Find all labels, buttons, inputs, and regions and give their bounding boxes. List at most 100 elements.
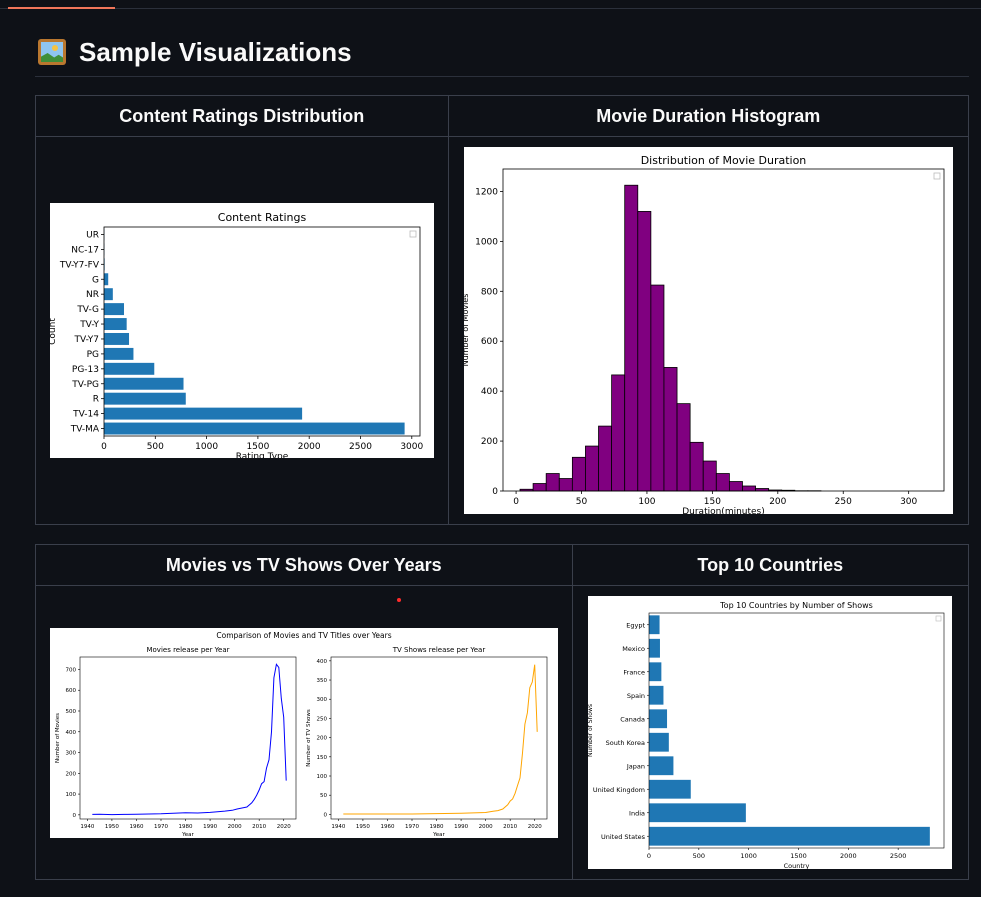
bar (104, 422, 405, 435)
viz-table-2: Movies vs TV Shows Over Years Top 10 Cou… (35, 544, 970, 880)
bar (104, 377, 184, 390)
y-tick-label: 350 (317, 678, 328, 684)
bar (648, 826, 930, 846)
x-tick-label: 2000 (479, 824, 493, 830)
chart-title: Distribution of Movie Duration (640, 154, 806, 167)
y-tick-label: 600 (66, 688, 77, 694)
y-axis-label: Number of Shows (588, 704, 594, 757)
duration-chart: Distribution of Movie Duration 0 50 100 150 2… (463, 147, 953, 514)
movies-vs-tv-cell: Comparison of Movies and TV Titles over … (35, 585, 573, 880)
x-tick-label: 1990 (203, 824, 217, 830)
x-tick-label: 1000 (740, 852, 757, 860)
y-tick-label: 200 (317, 735, 328, 741)
x-tick-label: 1950 (105, 824, 119, 830)
bar (648, 756, 673, 776)
bar (104, 318, 127, 331)
histogram-bar (728, 481, 743, 492)
histogram-bar (584, 445, 599, 492)
chart-title: Top 10 Countries by Number of Shows (719, 601, 873, 610)
panel-title: Movies release per Year (146, 646, 229, 654)
panel-title: TV Shows release per Year (392, 646, 486, 654)
y-tick-label: India (629, 809, 645, 817)
y-tick-label: 300 (317, 697, 328, 703)
y-tick-label: TV-MA (70, 425, 100, 435)
x-tick-label: 150 (703, 497, 720, 507)
y-tick-label: Spain (626, 692, 644, 700)
plot-frame (103, 226, 421, 437)
top-divider (0, 8, 981, 9)
x-tick-label: 2000 (840, 852, 857, 860)
x-tick-label: 2010 (252, 824, 266, 830)
histogram-bar (663, 367, 677, 492)
x-tick-label: 0 (513, 497, 519, 507)
y-tick-label: France (623, 668, 645, 676)
y-tick-label: Egypt (626, 621, 645, 629)
y-tick-label: 1200 (475, 187, 498, 197)
y-tick-label: 50 (320, 793, 327, 799)
histogram-bar (532, 483, 547, 492)
x-tick-label: 300 (900, 497, 917, 507)
histogram-bar (597, 425, 612, 492)
y-tick-label: NR (86, 290, 99, 300)
active-tab-indicator (8, 7, 115, 9)
x-tick-label: 1980 (179, 824, 193, 830)
y-tick-label: 100 (66, 792, 77, 798)
status-dot (397, 598, 401, 602)
x-tick-label: 1960 (380, 824, 394, 830)
x-tick-label: 0 (646, 852, 650, 860)
y-tick-label: TV-14 (72, 410, 99, 420)
bar (104, 303, 125, 316)
framed-picture-icon (38, 39, 66, 65)
histogram-bar (715, 473, 730, 492)
x-tick-label: 2500 (889, 852, 906, 860)
x-axis-label: Country (783, 862, 809, 869)
bar (104, 288, 113, 301)
x-tick-label: 3000 (400, 442, 423, 452)
x-tick-label: 2020 (277, 824, 291, 830)
series-line (343, 664, 538, 814)
x-tick-label: 1000 (195, 442, 218, 452)
page-title: Sample Visualizations (38, 36, 352, 68)
bar (648, 615, 660, 635)
movies-vs-tv-chart: Comparison of Movies and TV Titles over … (50, 627, 558, 838)
y-tick-label: TV-Y7 (73, 335, 99, 345)
y-tick-label: PG (87, 350, 99, 360)
table1-header-duration: Movie Duration Histogram (447, 95, 970, 137)
plot-frame (648, 612, 944, 849)
y-tick-label: 200 (480, 437, 497, 447)
histogram-bar (650, 284, 664, 492)
y-tick-label: 600 (480, 337, 497, 347)
x-tick-label: 1500 (790, 852, 807, 860)
x-tick-label: 500 (147, 442, 164, 452)
y-tick-label: 400 (317, 658, 328, 664)
y-axis-label: Number of Movies (464, 294, 470, 367)
x-tick-label: 1990 (454, 824, 468, 830)
x-tick-label: 50 (575, 497, 587, 507)
histogram-bar (545, 473, 560, 492)
title-divider (35, 76, 969, 77)
legend-box (935, 615, 941, 622)
plot-frame (79, 656, 297, 819)
viz-table-1: Content Ratings Distribution Movie Durat… (35, 95, 970, 525)
y-tick-label: 700 (66, 667, 77, 673)
y-tick-label: PG-13 (72, 365, 99, 375)
x-axis-label: Duration(minutes) (682, 507, 765, 514)
y-tick-label: TV-Y7-FV (59, 260, 100, 270)
bar (104, 392, 186, 405)
y-tick-label: 1000 (475, 237, 498, 247)
y-tick-label: 250 (317, 716, 328, 722)
x-tick-label: 1960 (129, 824, 143, 830)
y-tick-label: 300 (66, 750, 77, 756)
bar (104, 347, 134, 360)
countries-cell: Top 10 Countries by Number of Shows Unite… (571, 585, 970, 880)
plot-frame (502, 168, 944, 492)
duration-cell: Distribution of Movie Duration 0 50 100 150 2… (447, 136, 970, 525)
y-tick-label: 400 (480, 387, 497, 397)
y-tick-label: South Korea (605, 739, 644, 747)
bar (104, 362, 155, 375)
bar (648, 685, 663, 705)
bar (648, 709, 667, 729)
x-tick-label: 250 (834, 497, 851, 507)
ratings-chart: Content Ratings TV-MA TV-14 R TV-PG PG-13 PG TV… (50, 203, 434, 458)
y-tick-label: United Kingdom (592, 786, 644, 794)
